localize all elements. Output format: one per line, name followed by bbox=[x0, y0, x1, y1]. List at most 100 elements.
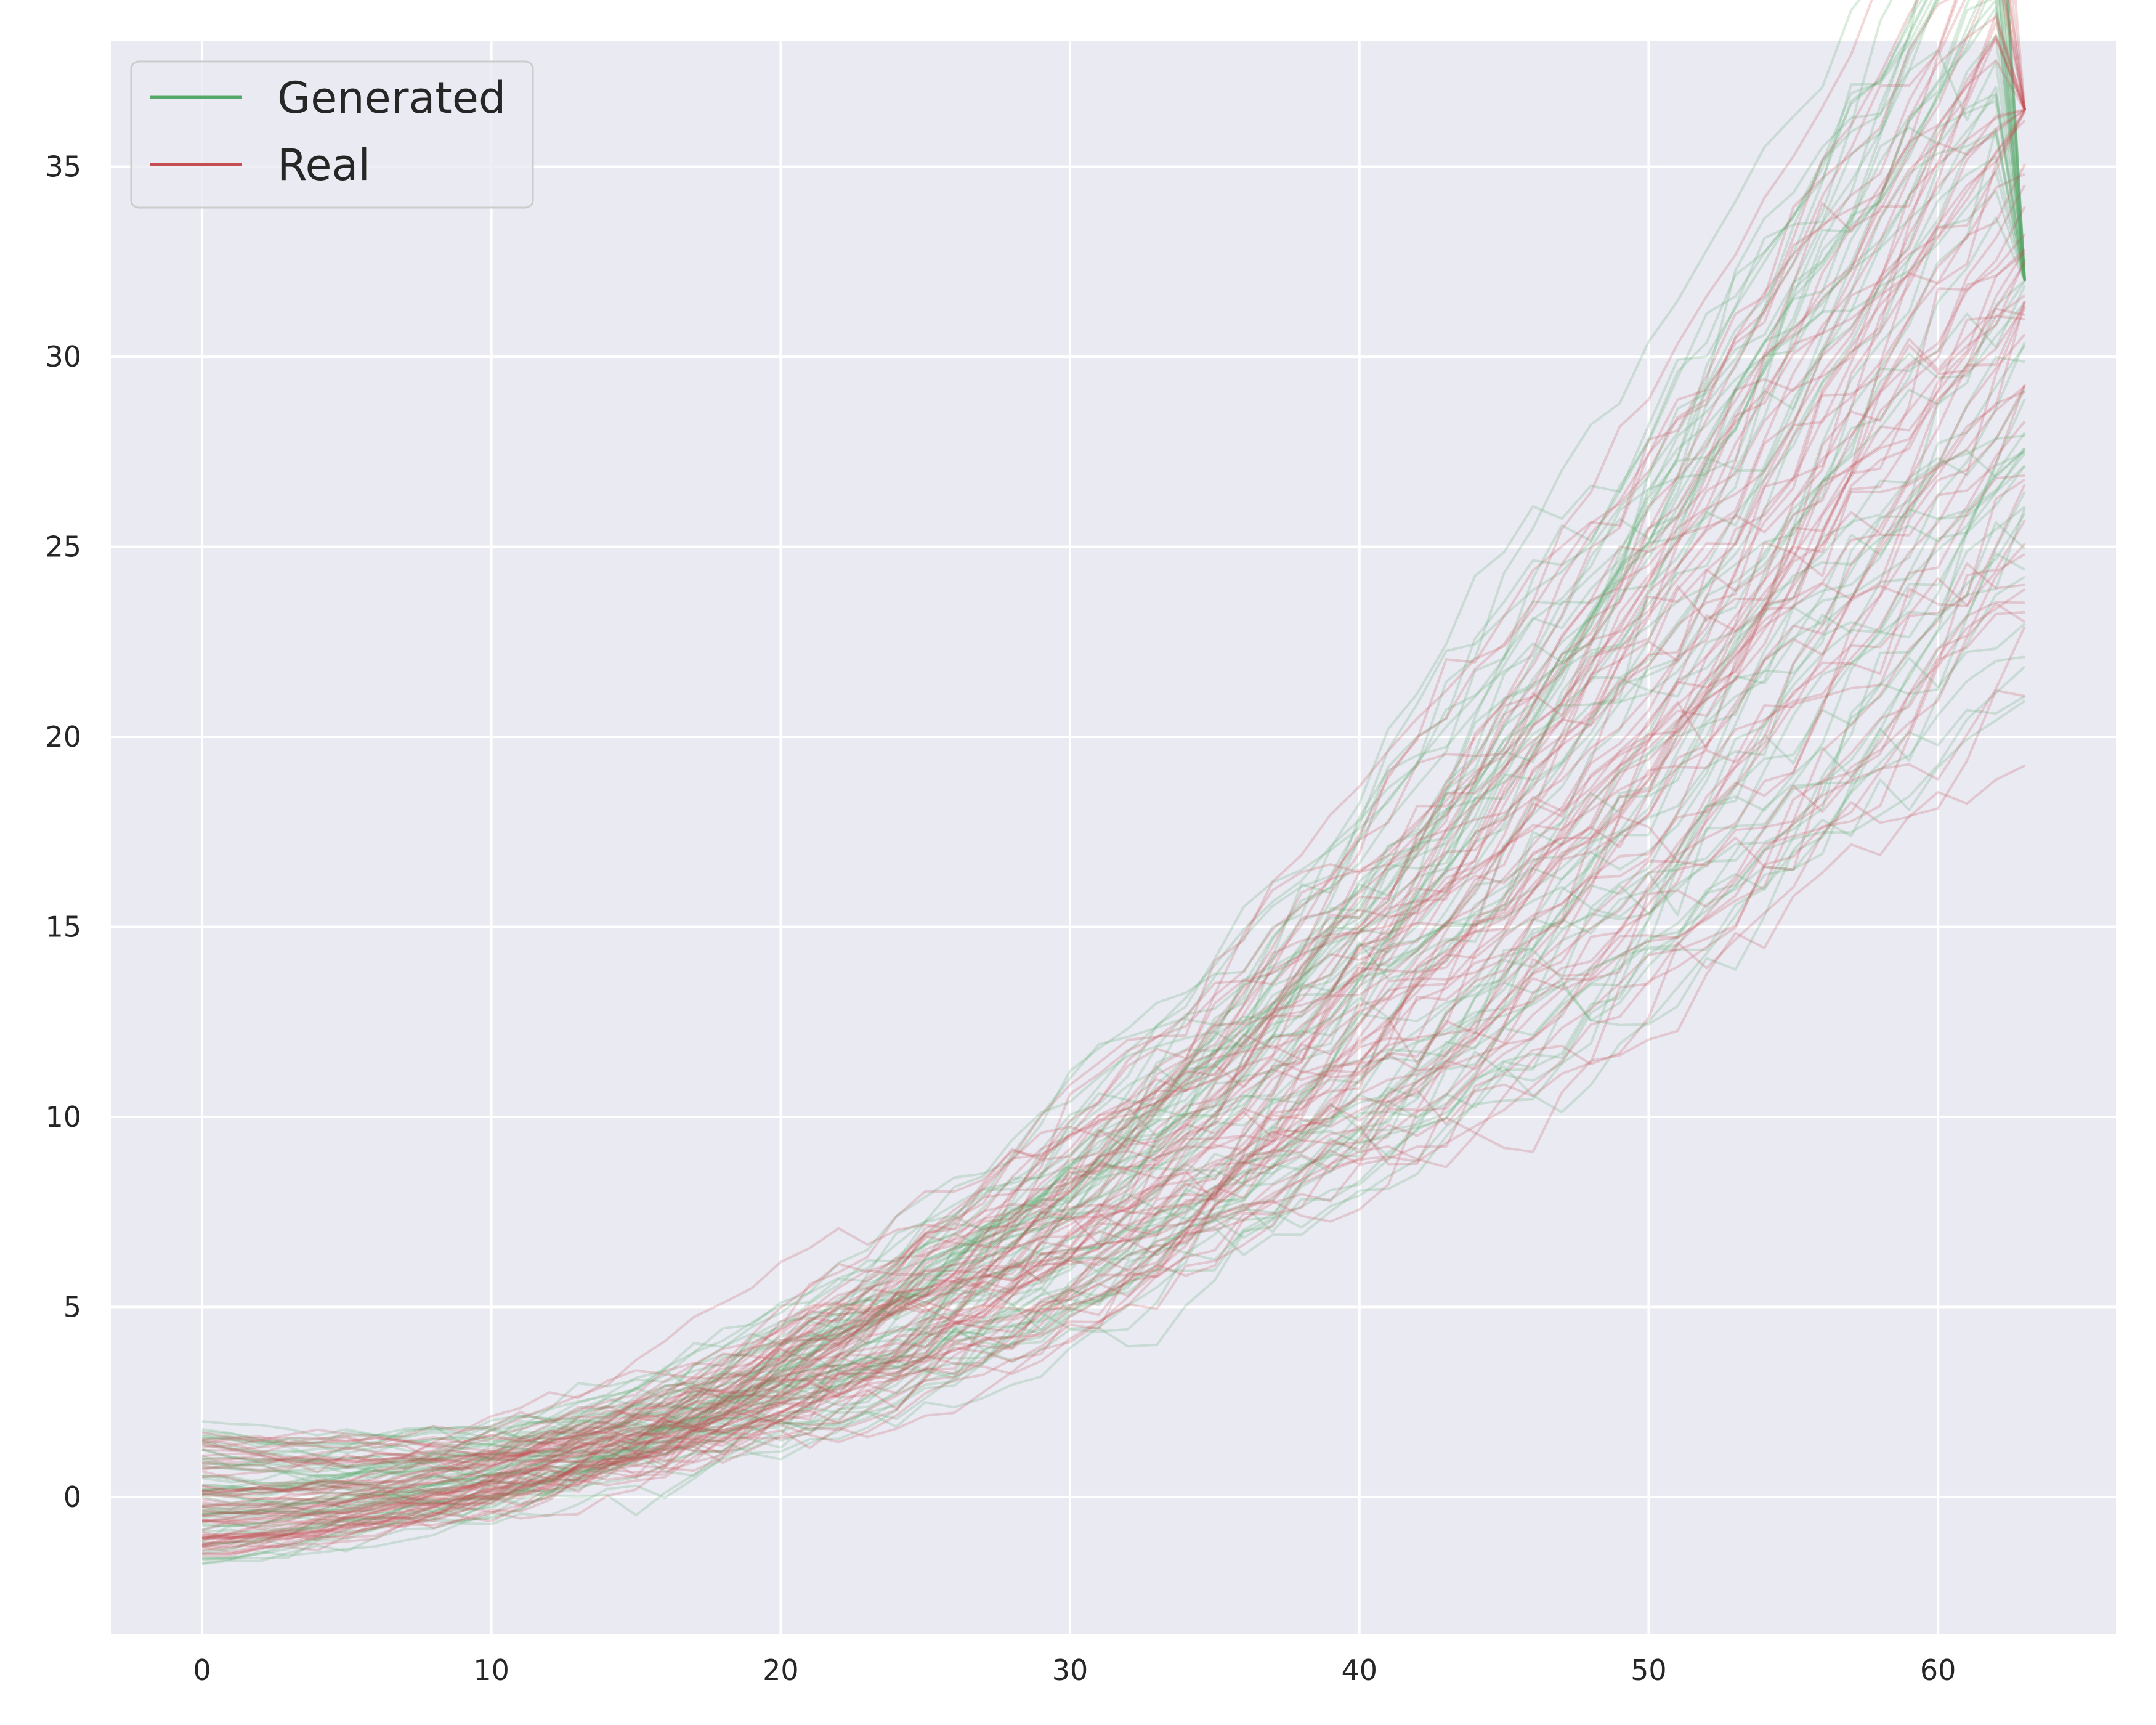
series-line-real bbox=[201, 553, 2026, 1493]
series-line-real bbox=[201, 36, 2026, 1447]
series-line-real bbox=[201, 259, 2026, 1522]
series-line-real bbox=[202, 391, 2025, 1540]
series-line-real bbox=[201, 109, 2026, 1515]
series-line-generated bbox=[201, 447, 2026, 1448]
series-line-generated bbox=[202, 0, 2026, 1561]
series-line-generated bbox=[201, 398, 2026, 1526]
series-line-generated bbox=[201, 355, 2025, 1516]
series-line-generated bbox=[201, 93, 2026, 1556]
legend-label-real: Real bbox=[277, 140, 370, 190]
series-line-real bbox=[201, 233, 2026, 1540]
x-tick-label: 20 bbox=[763, 1654, 799, 1687]
series-line-generated bbox=[201, 0, 2026, 1524]
series-line-generated bbox=[201, 552, 2025, 1466]
series-layer bbox=[201, 0, 2026, 1565]
series-line-real bbox=[201, 474, 2025, 1508]
series-line-real bbox=[201, 12, 2026, 1538]
series-line-generated bbox=[201, 127, 2026, 1561]
series-line-generated bbox=[201, 344, 2026, 1498]
series-line-real bbox=[201, 420, 2026, 1540]
series-line-generated bbox=[201, 389, 2026, 1455]
series-line-generated bbox=[201, 280, 2026, 1543]
series-line-generated bbox=[201, 521, 2026, 1497]
series-line-generated bbox=[201, 216, 2026, 1502]
series-line-generated bbox=[201, 450, 2025, 1487]
y-tick-label: 0 bbox=[63, 1480, 81, 1514]
y-tick-label: 30 bbox=[45, 340, 81, 373]
y-tick-label: 10 bbox=[45, 1100, 81, 1134]
series-line-generated bbox=[201, 622, 2026, 1546]
legend: Generated Real bbox=[130, 60, 534, 209]
series-line-real bbox=[201, 588, 2026, 1511]
series-line-real bbox=[201, 307, 2025, 1512]
series-line-generated bbox=[201, 34, 2026, 1565]
series-line-generated bbox=[201, 341, 2026, 1517]
series-line-real bbox=[201, 172, 2025, 1517]
x-tick-label: 0 bbox=[193, 1654, 211, 1687]
series-line-real bbox=[201, 625, 2026, 1493]
series-line-real bbox=[201, 765, 2025, 1492]
series-line-real bbox=[201, 262, 2026, 1462]
series-line-generated bbox=[202, 0, 2026, 1491]
plot-area bbox=[111, 41, 2116, 1634]
series-line-generated bbox=[201, 575, 2026, 1504]
x-tick-label: 40 bbox=[1341, 1654, 1377, 1687]
series-line-generated bbox=[201, 434, 2025, 1446]
series-line-real bbox=[201, 111, 2026, 1553]
series-line-generated bbox=[201, 656, 2025, 1548]
series-line-real bbox=[201, 250, 2026, 1493]
series-line-real bbox=[201, 294, 2026, 1443]
series-line-generated bbox=[201, 0, 2026, 1565]
series-line-real bbox=[201, 119, 2026, 1522]
series-line-generated bbox=[201, 85, 2026, 1480]
series-line-generated bbox=[201, 0, 2026, 1516]
y-tick-label: 20 bbox=[45, 720, 81, 753]
y-tick-labels: 0 5 10 15 20 25 30 35 bbox=[45, 150, 81, 1514]
series-line-real bbox=[201, 602, 2026, 1532]
grid-lines bbox=[111, 41, 2116, 1634]
series-line-real bbox=[201, 0, 2026, 1472]
series-line-generated bbox=[201, 508, 2026, 1535]
series-line-real bbox=[201, 385, 2026, 1525]
series-line-generated bbox=[201, 6, 2026, 1479]
series-line-generated bbox=[201, 280, 2026, 1528]
series-line-generated bbox=[201, 465, 2026, 1477]
series-line-real bbox=[201, 384, 2026, 1557]
series-line-generated bbox=[201, 447, 2026, 1465]
series-line-real bbox=[201, 184, 2026, 1446]
series-line-real bbox=[201, 59, 2026, 1536]
x-tick-label: 50 bbox=[1631, 1654, 1667, 1687]
series-line-generated bbox=[201, 189, 2026, 1445]
series-line-generated bbox=[201, 0, 2026, 1496]
series-line-real bbox=[201, 108, 2025, 1510]
x-tick-label: 30 bbox=[1052, 1654, 1088, 1687]
y-tick-label: 5 bbox=[63, 1290, 81, 1323]
series-line-real bbox=[201, 0, 2026, 1496]
series-line-generated bbox=[201, 99, 2026, 1519]
series-line-real bbox=[201, 307, 2026, 1466]
series-line-generated bbox=[201, 0, 2026, 1514]
series-line-real bbox=[201, 333, 2026, 1498]
series-line-real bbox=[201, 109, 2026, 1552]
series-line-generated bbox=[201, 302, 2026, 1516]
series-line-generated bbox=[201, 699, 2026, 1494]
series-line-generated bbox=[201, 450, 2026, 1458]
series-line-real bbox=[201, 248, 2026, 1556]
series-line-real bbox=[201, 384, 2026, 1544]
series-line-generated bbox=[201, 465, 2026, 1484]
series-line-real bbox=[201, 21, 2026, 1543]
series-line-generated bbox=[201, 285, 2026, 1492]
series-line-generated bbox=[201, 0, 2026, 1559]
series-line-generated bbox=[201, 506, 2026, 1552]
x-tick-label: 60 bbox=[1920, 1654, 1956, 1687]
series-line-real bbox=[201, 300, 2026, 1505]
series-line-real bbox=[201, 601, 2025, 1469]
series-line-generated bbox=[201, 0, 2026, 1545]
series-line-real bbox=[201, 484, 2026, 1453]
series-line-real bbox=[201, 0, 2026, 1498]
series-line-real bbox=[201, 108, 2026, 1479]
series-line-generated bbox=[201, 665, 2026, 1493]
legend-label-generated: Generated bbox=[277, 73, 506, 123]
series-line-real bbox=[201, 689, 2025, 1549]
